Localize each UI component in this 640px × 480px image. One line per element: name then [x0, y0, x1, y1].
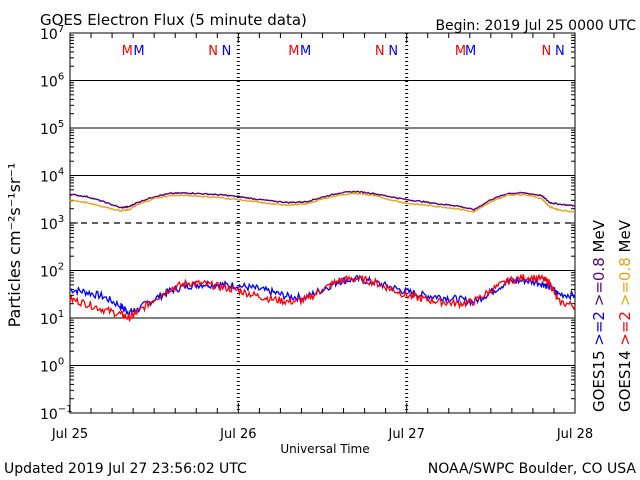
y-tick-label: 100	[40, 357, 64, 376]
flux-series	[69, 190, 576, 322]
mn-marker: N	[542, 44, 552, 59]
decade-gridlines	[70, 80, 575, 366]
mn-marker: M	[300, 44, 311, 59]
chart-title: GOES Electron Flux (5 minute data)	[40, 11, 307, 29]
y-tick-label: 107	[40, 24, 64, 43]
mn-markers: M M N N M M N N MM N N	[122, 44, 565, 59]
y-tick-label: 104	[40, 167, 64, 186]
mn-marker: N	[222, 44, 232, 59]
flux-series-line	[69, 275, 576, 318]
mn-marker: N	[555, 44, 565, 59]
y-tick-labels: 107 106 105 104 103 102 101 100 10−1	[40, 24, 73, 423]
flux-series-line	[69, 273, 576, 322]
legend-entry: GOES15 >=2 >=0.8 MeV	[590, 219, 608, 412]
mn-marker: M	[122, 44, 133, 59]
x-tick-label: Jul 27	[387, 427, 424, 442]
flux-series-line	[69, 190, 576, 212]
y-tick-label: 106	[40, 72, 64, 91]
updated-label: Updated 2019 Jul 27 23:56:02 UTC	[4, 461, 247, 477]
mn-marker: N	[388, 44, 398, 59]
mn-marker: M	[288, 44, 299, 59]
axis-ticks	[69, 32, 576, 414]
mn-marker: N	[375, 44, 385, 59]
mn-marker: M	[133, 44, 144, 59]
y-tick-label: 103	[40, 214, 64, 233]
y-tick-label: 105	[40, 119, 64, 138]
legend: GOES15 >=2 >=0.8 MeV GOES14 >=2 >=0.8 MeV	[590, 219, 634, 412]
day-dividers	[236, 33, 409, 413]
x-tick-label: Jul 28	[556, 427, 593, 442]
x-tick-labels: Jul 25 Jul 26 Jul 27 Jul 28	[51, 427, 593, 442]
mn-marker: M	[465, 44, 476, 59]
legend-entry: GOES14 >=2 >=0.8 MeV	[616, 219, 634, 412]
mn-marker: N	[208, 44, 218, 59]
y-axis-label: Particles cm⁻²s⁻¹sr⁻¹	[5, 163, 24, 328]
y-tick-label: 10−1	[40, 404, 73, 423]
begin-time-label: Begin: 2019 Jul 25 0000 UTC	[435, 18, 636, 34]
x-tick-label: Jul 25	[51, 427, 88, 442]
mn-marker: M	[455, 44, 466, 59]
credit-label: NOAA/SWPC Boulder, CO USA	[428, 461, 637, 477]
y-tick-label: 101	[40, 309, 64, 328]
flux-series-line	[69, 192, 576, 213]
x-axis-label: Universal Time	[280, 442, 369, 456]
y-tick-label: 102	[40, 262, 64, 281]
x-tick-label: Jul 26	[219, 427, 256, 442]
